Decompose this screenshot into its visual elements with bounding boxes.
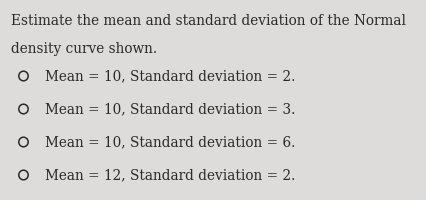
Text: Estimate the mean and standard deviation of the Normal: Estimate the mean and standard deviation… [11, 14, 405, 28]
Text: Mean = 10, Standard deviation = 3.: Mean = 10, Standard deviation = 3. [45, 102, 294, 116]
Text: density curve shown.: density curve shown. [11, 42, 156, 56]
Text: Mean = 10, Standard deviation = 2.: Mean = 10, Standard deviation = 2. [45, 69, 294, 83]
Text: Mean = 12, Standard deviation = 2.: Mean = 12, Standard deviation = 2. [45, 168, 294, 182]
Text: Mean = 10, Standard deviation = 6.: Mean = 10, Standard deviation = 6. [45, 135, 294, 149]
